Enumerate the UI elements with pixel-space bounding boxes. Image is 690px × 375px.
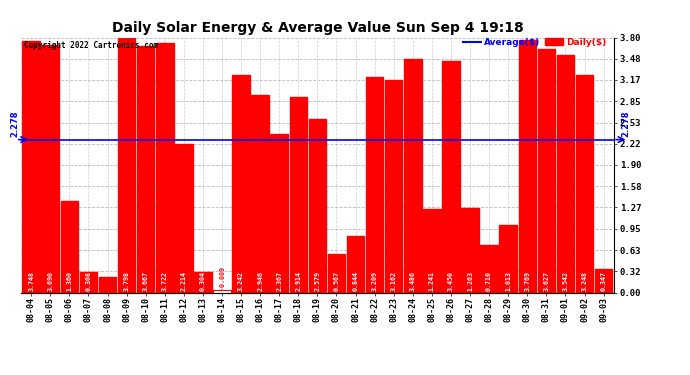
- Bar: [156, 43, 173, 292]
- Bar: [118, 38, 135, 292]
- Text: 3.162: 3.162: [391, 271, 397, 291]
- Text: 0.844: 0.844: [353, 271, 359, 291]
- Bar: [328, 255, 345, 292]
- Text: 3.209: 3.209: [372, 271, 377, 291]
- Bar: [41, 45, 59, 292]
- Bar: [385, 80, 402, 292]
- Bar: [290, 97, 307, 292]
- Text: 3.248: 3.248: [582, 271, 587, 291]
- Bar: [557, 55, 574, 292]
- Text: 3.769: 3.769: [524, 271, 531, 291]
- Text: 3.690: 3.690: [48, 271, 53, 291]
- Text: 0.710: 0.710: [486, 271, 492, 291]
- Text: 3.242: 3.242: [238, 271, 244, 291]
- Bar: [137, 46, 155, 292]
- Text: 3.667: 3.667: [143, 271, 148, 291]
- Bar: [308, 119, 326, 292]
- Text: 1.013: 1.013: [505, 271, 511, 291]
- Text: 3.450: 3.450: [448, 271, 454, 291]
- Bar: [538, 49, 555, 292]
- Bar: [442, 61, 460, 292]
- Bar: [99, 277, 117, 292]
- Bar: [462, 208, 479, 292]
- Text: 3.748: 3.748: [28, 271, 34, 291]
- Bar: [270, 134, 288, 292]
- Text: 3.627: 3.627: [543, 271, 549, 291]
- Text: 2.278: 2.278: [621, 111, 630, 137]
- Bar: [480, 245, 498, 292]
- Bar: [347, 236, 364, 292]
- Text: 2.214: 2.214: [181, 271, 187, 291]
- Bar: [518, 40, 536, 292]
- Text: 0.308: 0.308: [86, 271, 92, 291]
- Bar: [500, 225, 517, 292]
- Bar: [79, 272, 97, 292]
- Text: 2.946: 2.946: [257, 271, 263, 291]
- Text: 1.263: 1.263: [467, 271, 473, 291]
- Bar: [366, 77, 384, 292]
- Text: 2.914: 2.914: [295, 271, 302, 291]
- Text: 3.486: 3.486: [410, 271, 416, 291]
- Bar: [233, 75, 250, 292]
- Legend: Average($), Daily($): Average($), Daily($): [460, 34, 609, 51]
- Bar: [404, 58, 422, 292]
- Text: 3.798: 3.798: [124, 271, 130, 291]
- Text: 2.367: 2.367: [276, 271, 282, 291]
- Bar: [251, 95, 269, 292]
- Text: 0.567: 0.567: [333, 271, 339, 291]
- Text: 1.360: 1.360: [66, 271, 72, 291]
- Bar: [595, 269, 613, 292]
- Bar: [175, 144, 193, 292]
- Bar: [61, 201, 78, 292]
- Bar: [423, 209, 441, 292]
- Text: 0.304: 0.304: [200, 271, 206, 291]
- Bar: [213, 291, 230, 292]
- Text: 0.347: 0.347: [600, 271, 607, 291]
- Text: 2.278: 2.278: [10, 111, 19, 137]
- Text: Copyright 2022 Cartronics.com: Copyright 2022 Cartronics.com: [23, 41, 158, 50]
- Title: Daily Solar Energy & Average Value Sun Sep 4 19:18: Daily Solar Energy & Average Value Sun S…: [112, 21, 523, 35]
- Text: -0.009: -0.009: [219, 266, 225, 290]
- Text: 1.241: 1.241: [429, 271, 435, 291]
- Text: 3.722: 3.722: [161, 271, 168, 291]
- Text: 2.579: 2.579: [315, 271, 320, 291]
- Bar: [575, 75, 593, 292]
- Bar: [22, 41, 40, 292]
- Bar: [194, 272, 212, 292]
- Text: 3.542: 3.542: [562, 271, 569, 291]
